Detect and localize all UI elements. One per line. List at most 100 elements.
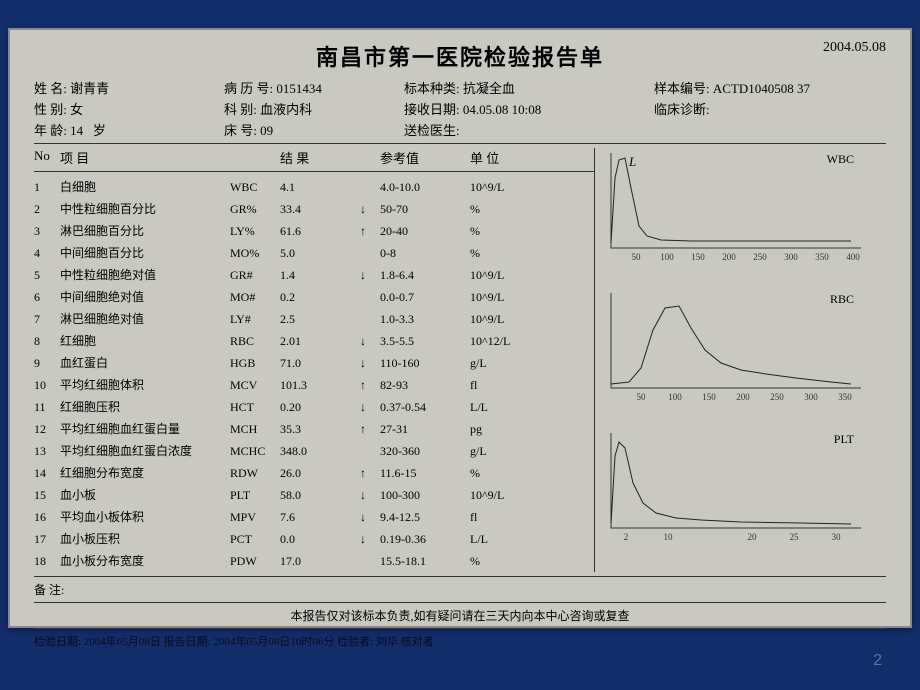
cell-ref: 3.5-5.5 [380, 330, 470, 352]
dept-value: 血液内科 [260, 102, 312, 117]
cell-result: 0.2 [280, 286, 360, 308]
cell-code: MCH [230, 418, 280, 440]
slide-page-number: 2 [873, 652, 882, 670]
svg-text:250: 250 [770, 392, 784, 402]
cell-result: 7.6 [280, 506, 360, 528]
cell-code: MPV [230, 506, 280, 528]
table-row: 15血小板PLT58.0↓100-30010^9/L [34, 484, 594, 506]
sample-no-label: 样本编号: [654, 81, 710, 96]
svg-text:100: 100 [668, 392, 682, 402]
cell-code: MCHC [230, 440, 280, 462]
bed-label: 床 号: [224, 123, 257, 138]
cell-ref: 320-360 [380, 440, 470, 462]
cell-item: 平均红细胞血红蛋白量 [60, 418, 230, 440]
cell-result: 26.0 [280, 462, 360, 484]
cell-unit: % [470, 242, 540, 264]
cell-item: 血红蛋白 [60, 352, 230, 374]
cell-ref: 110-160 [380, 352, 470, 374]
report-page: 南昌市第一医院检验报告单 2004.05.08 姓 名: 谢青青 病 历 号: … [8, 28, 912, 628]
cell-flag: ↑ [360, 374, 380, 396]
cell-code: PCT [230, 528, 280, 550]
sample-no-value: ACTD1040508 37 [713, 81, 810, 96]
recv-label: 接收日期: [404, 102, 460, 117]
cell-code: PLT [230, 484, 280, 506]
cell-no: 5 [34, 264, 60, 286]
table-rows: 1白细胞WBC4.14.0-10.010^9/L2中性粒细胞百分比GR%33.4… [34, 176, 594, 572]
cell-ref: 1.0-3.3 [380, 308, 470, 330]
chart-plt-svg: 210202530 [601, 428, 871, 558]
cell-result: 71.0 [280, 352, 360, 374]
svg-text:350: 350 [815, 252, 829, 262]
cell-no: 4 [34, 242, 60, 264]
cell-unit: 10^9/L [470, 308, 540, 330]
svg-text:150: 150 [691, 252, 705, 262]
cell-no: 11 [34, 396, 60, 418]
name-value: 谢青青 [70, 81, 109, 96]
cell-no: 10 [34, 374, 60, 396]
table-row: 6中间细胞绝对值MO#0.20.0-0.710^9/L [34, 286, 594, 308]
cell-unit: L/L [470, 396, 540, 418]
svg-text:200: 200 [736, 392, 750, 402]
cell-code: LY# [230, 308, 280, 330]
cell-no: 14 [34, 462, 60, 484]
cell-unit: fl [470, 374, 540, 396]
cell-result: 35.3 [280, 418, 360, 440]
cell-no: 13 [34, 440, 60, 462]
cell-code: MO# [230, 286, 280, 308]
cell-item: 红细胞压积 [60, 396, 230, 418]
chart-wbc-svg: 50100150200250300350400 [601, 148, 871, 278]
cell-unit: 10^9/L [470, 484, 540, 506]
cell-ref: 27-31 [380, 418, 470, 440]
sex-value: 女 [70, 102, 83, 117]
disclaimer: 本报告仅对该标本负责,如有疑问请在三天内向本中心咨询或复查 [34, 607, 886, 624]
cell-unit: % [470, 550, 540, 572]
cell-code: GR% [230, 198, 280, 220]
cell-unit: pg [470, 418, 540, 440]
svg-text:10: 10 [664, 532, 674, 542]
chart-rbc: RBC 50100150200250300350 [601, 288, 874, 418]
cell-ref: 4.0-10.0 [380, 176, 470, 198]
table-row: 9血红蛋白HGB71.0↓110-160g/L [34, 352, 594, 374]
cell-code: HCT [230, 396, 280, 418]
name-label: 姓 名: [34, 81, 67, 96]
recv-value: 04.05.08 10:08 [463, 102, 541, 117]
cell-result: 17.0 [280, 550, 360, 572]
chart-wbc: L WBC 50100150200250300350400 [601, 148, 874, 278]
divider-remark [34, 602, 886, 603]
divider-top [34, 143, 886, 144]
chart-rbc-svg: 50100150200250300350 [601, 288, 871, 418]
cell-flag [360, 286, 380, 308]
svg-text:300: 300 [804, 392, 818, 402]
divider-header [34, 171, 594, 172]
cell-ref: 82-93 [380, 374, 470, 396]
cell-unit: fl [470, 506, 540, 528]
cell-item: 淋巴细胞绝对值 [60, 308, 230, 330]
cell-result: 1.4 [280, 264, 360, 286]
table-header: No 项 目 结 果 参考值 单 位 [34, 148, 594, 167]
cell-ref: 0.37-0.54 [380, 396, 470, 418]
age-value: 14 [70, 123, 83, 138]
svg-text:350: 350 [838, 392, 852, 402]
charts-panel: L WBC 50100150200250300350400 RBC 501001… [594, 148, 874, 572]
table-row: 1白细胞WBC4.14.0-10.010^9/L [34, 176, 594, 198]
table-row: 8红细胞RBC2.01↓3.5-5.510^12/L [34, 330, 594, 352]
chart-plt: PLT 210202530 [601, 428, 874, 558]
cell-unit: 10^12/L [470, 330, 540, 352]
cell-result: 33.4 [280, 198, 360, 220]
cell-no: 3 [34, 220, 60, 242]
cell-code: RBC [230, 330, 280, 352]
cell-ref: 9.4-12.5 [380, 506, 470, 528]
age-label: 年 龄: [34, 123, 67, 138]
col-item: 项 目 [60, 148, 230, 167]
svg-text:20: 20 [748, 532, 758, 542]
cell-flag: ↓ [360, 506, 380, 528]
cell-unit: % [470, 462, 540, 484]
cell-item: 中性粒细胞百分比 [60, 198, 230, 220]
dept-label: 科 别: [224, 102, 257, 117]
col-result: 结 果 [280, 148, 360, 167]
cell-flag: ↑ [360, 418, 380, 440]
table-row: 7淋巴细胞绝对值LY#2.51.0-3.310^9/L [34, 308, 594, 330]
cell-item: 平均血小板体积 [60, 506, 230, 528]
report-title: 南昌市第一医院检验报告单 [316, 45, 604, 70]
chart-wbc-title: WBC [827, 152, 854, 167]
